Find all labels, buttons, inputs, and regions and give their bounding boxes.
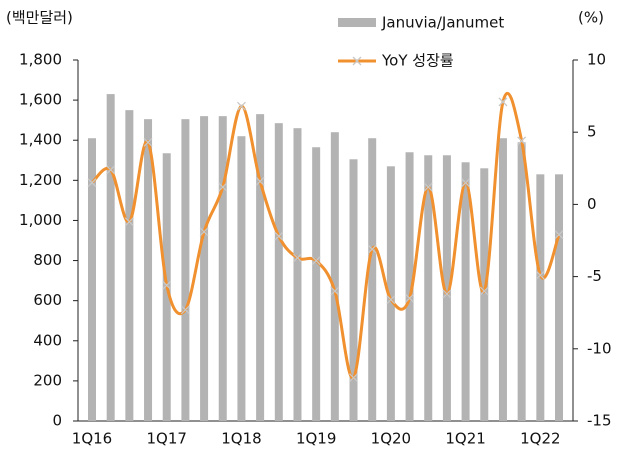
bar [218,116,227,422]
y-tick-label: 800 [33,251,62,269]
bar [424,155,433,421]
line-marker [386,295,396,305]
line-marker [330,286,340,296]
line-marker [535,270,545,280]
y2-tick-label: 5 [587,123,597,141]
y-tick-label: 1,000 [19,211,62,229]
bar [88,138,96,421]
legend-label: YoY 성장률 [381,52,454,70]
y-tick-label: 1,600 [19,91,62,109]
x-tick-label: 1Q21 [445,430,485,448]
line-marker [311,256,321,266]
x-tick-label: 1Q20 [371,430,411,448]
y-tick-label: 1,400 [19,131,62,149]
line-marker [162,280,172,290]
line-marker [106,165,116,175]
bar [461,162,470,422]
line-marker [255,176,265,186]
x-tick-label: 1Q18 [221,430,261,448]
bar [555,174,563,421]
x-tick-label: 1Q16 [72,430,112,448]
y-tick-label: 0 [52,412,62,430]
line-marker [479,286,489,296]
line [90,92,561,380]
y-tick-label: 1,200 [19,171,62,189]
y2-tick-label: -10 [587,339,612,357]
legend-swatch [338,18,376,27]
line-marker [461,178,471,188]
bar [256,114,265,422]
line-marker [293,253,302,263]
y-axis-label: (백만달러) [6,9,73,27]
line-marker [274,231,284,241]
line-marker [143,137,153,147]
legend-marker [352,56,362,66]
line-marker [218,182,228,192]
line-marker [199,227,209,237]
bar [237,136,246,421]
y2-axis-label: (%) [578,9,604,27]
line-marker [554,230,564,240]
bar [144,119,153,422]
bar [536,174,545,421]
line-marker [349,373,358,383]
bar [498,138,507,421]
bar [312,147,321,421]
line-marker [180,305,190,315]
bar [125,110,134,421]
y2-tick-label: -5 [587,267,602,285]
y-tick-label: 1,800 [19,51,62,69]
y2-tick-label: 0 [587,195,597,213]
bar [330,132,339,421]
line-marker [236,101,246,111]
bar [293,128,302,421]
x-tick-label: 1Q22 [520,430,560,448]
bar [349,159,358,421]
line-marker [124,217,134,227]
bar [368,138,377,421]
line-marker [405,293,415,303]
bar [181,119,190,422]
line-marker [498,97,508,107]
bar [405,152,414,421]
y2-tick-label: -15 [587,412,612,430]
line-marker [423,182,433,192]
bar [274,123,283,422]
x-tick-label: 1Q17 [147,430,187,448]
line-marker [442,289,452,299]
y-tick-label: 600 [33,291,62,309]
x-tick-label: 1Q19 [296,430,336,448]
y-tick-label: 200 [33,371,62,389]
line-marker [517,136,527,146]
bar [442,155,451,421]
bar [106,94,115,421]
bar [480,168,489,421]
y-tick-label: 400 [33,331,62,349]
y2-tick-label: 10 [587,51,606,69]
line-marker [367,244,377,254]
line-marker [87,178,97,188]
bar [517,142,526,421]
bar [386,166,395,421]
bar [200,116,209,422]
legend-label: Januvia/Janumet [381,14,504,32]
